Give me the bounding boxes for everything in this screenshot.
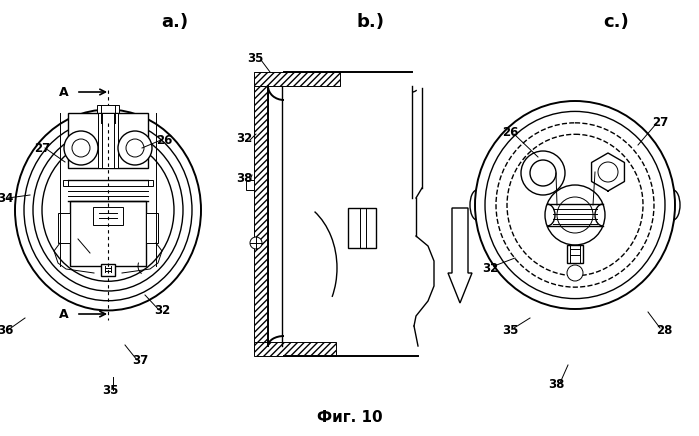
Bar bbox=[567, 245, 583, 263]
Text: 34: 34 bbox=[0, 191, 13, 204]
Circle shape bbox=[567, 265, 583, 281]
Circle shape bbox=[118, 131, 152, 165]
Circle shape bbox=[557, 197, 593, 233]
Bar bbox=[254, 72, 340, 86]
Text: 38: 38 bbox=[548, 378, 564, 392]
Bar bbox=[70, 201, 146, 266]
Circle shape bbox=[521, 151, 565, 195]
Bar bbox=[68, 113, 148, 168]
Bar bbox=[254, 86, 268, 350]
Text: 32: 32 bbox=[154, 303, 170, 317]
Text: 36: 36 bbox=[0, 324, 13, 337]
Text: A: A bbox=[59, 85, 69, 99]
Text: 35: 35 bbox=[502, 324, 518, 337]
Bar bbox=[254, 342, 336, 356]
Text: 27: 27 bbox=[652, 116, 668, 129]
Circle shape bbox=[64, 131, 98, 165]
Text: c.): c.) bbox=[603, 13, 629, 31]
Text: 35: 35 bbox=[102, 384, 118, 396]
Text: A: A bbox=[59, 307, 69, 320]
Bar bbox=[146, 213, 158, 243]
Bar bbox=[63, 180, 68, 186]
Bar bbox=[58, 213, 70, 243]
Text: 26: 26 bbox=[502, 126, 518, 139]
Bar bbox=[348, 208, 376, 248]
Bar bbox=[97, 105, 119, 123]
Text: a.): a.) bbox=[161, 13, 189, 31]
Text: 32: 32 bbox=[236, 132, 252, 144]
Text: 38: 38 bbox=[236, 171, 252, 184]
Text: 35: 35 bbox=[247, 51, 264, 65]
Text: 26: 26 bbox=[156, 133, 172, 146]
Bar bbox=[93, 207, 123, 225]
Circle shape bbox=[72, 139, 90, 157]
Circle shape bbox=[126, 139, 144, 157]
Circle shape bbox=[545, 185, 605, 245]
Text: 37: 37 bbox=[132, 354, 148, 367]
Text: Фиг. 10: Фиг. 10 bbox=[317, 411, 383, 426]
Bar bbox=[148, 180, 153, 186]
Circle shape bbox=[530, 160, 556, 186]
FancyArrow shape bbox=[448, 208, 472, 303]
Bar bbox=[101, 264, 115, 276]
Bar bbox=[98, 113, 118, 168]
Circle shape bbox=[250, 237, 262, 249]
Text: b.): b.) bbox=[356, 13, 384, 31]
Bar bbox=[246, 180, 254, 190]
Text: 32: 32 bbox=[482, 262, 498, 275]
Text: 27: 27 bbox=[34, 142, 50, 154]
Circle shape bbox=[598, 162, 618, 182]
Text: 28: 28 bbox=[656, 324, 672, 337]
